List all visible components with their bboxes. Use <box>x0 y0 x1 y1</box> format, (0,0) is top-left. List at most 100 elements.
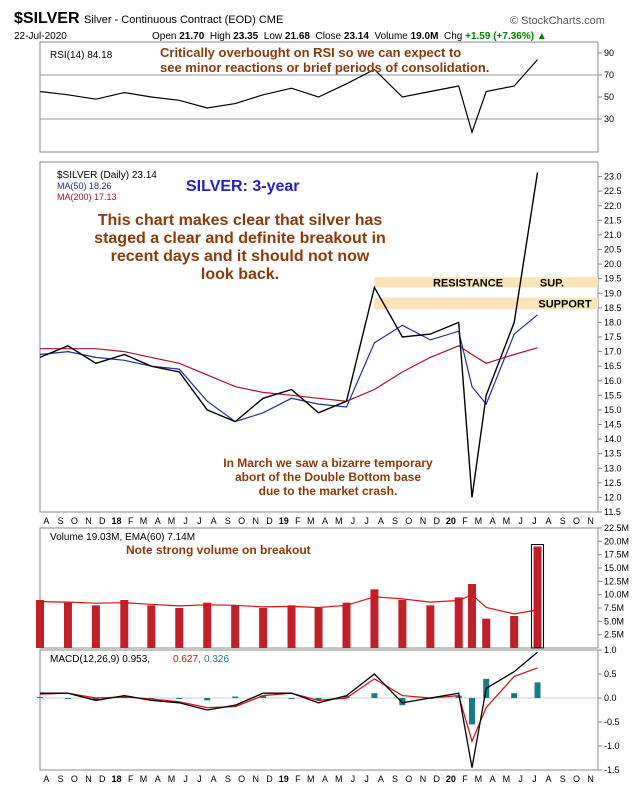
macd-signal-legend: 0.627, <box>173 654 201 665</box>
price-axis-month-label: A <box>155 516 161 526</box>
macd-tick-label: 0.0 <box>604 693 617 703</box>
price-axis-month-label: A <box>378 516 384 526</box>
price-annotation-1-line-3: recent days and it should not now <box>111 248 370 265</box>
price-axis-month-label: S <box>58 516 64 526</box>
macd-axis-month-label: S <box>225 774 231 784</box>
price-axis-month-label: N <box>420 516 427 526</box>
macd-axis-month-label: D <box>266 774 273 784</box>
price-axis-month-label: D <box>99 516 106 526</box>
price-axis-month-label: F <box>462 516 468 526</box>
price-chart-title: SILVER: 3-year <box>186 178 300 195</box>
volume-legend: Volume 19.03M, EMA(60) 7.14M <box>50 532 195 543</box>
macd-axis-month-label: 18 <box>111 774 121 784</box>
rsi-tick-label: 90 <box>604 48 614 58</box>
price-tick-label: 16.0 <box>604 376 622 386</box>
macd-panel: -1.5-1.0-0.50.00.51.0A S O N D 18 F M A M J J A S O N D 1… <box>37 645 620 784</box>
macd-axis-month-label: O <box>405 774 412 784</box>
macd-axis-month-label: N <box>587 774 594 784</box>
macd-tick-label: -1.5 <box>604 765 620 775</box>
price-tick-label: 21.5 <box>604 215 622 225</box>
macd-histogram-bar <box>371 693 378 698</box>
macd-histogram-bar <box>534 682 541 698</box>
macd-axis-month-label: M <box>475 774 483 784</box>
price-axis-month-label: J <box>532 516 537 526</box>
volume-bar <box>175 608 184 648</box>
volume-tick-label: 22.5M <box>604 523 629 533</box>
price-tick-label: 19.0 <box>604 288 622 298</box>
price-axis-month-label: A <box>322 516 328 526</box>
volume-panel: 2.5M 5.0M 7.5M 10.0M 12.5M 15.0M 17.5M 20.0M 22.… <box>36 523 629 649</box>
price-axis-month-label: O <box>573 516 580 526</box>
price-axis-month-label: N <box>253 516 260 526</box>
chg-label: Chg <box>443 31 463 42</box>
macd-histogram-bar <box>469 698 476 725</box>
macd-axis-month-label: D <box>433 774 440 784</box>
macd-tick-label: -0.5 <box>604 717 620 727</box>
price-axis-month-label: D <box>266 516 273 526</box>
macd-axis-month-label: A <box>155 774 161 784</box>
volume-bar <box>482 618 491 648</box>
close-label: Close <box>315 31 342 42</box>
macd-axis-month-label: A <box>546 774 552 784</box>
macd-axis-month-label: S <box>58 774 64 784</box>
price-axis-month-label: A <box>43 516 49 526</box>
volume-tick-label: 5.0M <box>604 616 624 626</box>
price-axis-month-label: N <box>587 516 594 526</box>
macd-axis-month-label: A <box>378 774 384 784</box>
price-axis-month-label: M <box>140 516 148 526</box>
volume-bar <box>203 602 212 648</box>
price-axis-month-label: J <box>364 516 369 526</box>
volume-bar <box>259 608 268 648</box>
macd-axis-month-label: M <box>140 774 148 784</box>
macd-histogram-bar <box>288 698 295 699</box>
volume-bar <box>510 616 519 648</box>
price-tick-label: 14.0 <box>604 434 622 444</box>
price-tick-label: 22.5 <box>604 186 622 196</box>
macd-histogram-bar <box>343 695 350 698</box>
price-tick-label: 15.5 <box>604 390 622 400</box>
low-label: Low <box>263 31 283 42</box>
macd-axis-month-label: M <box>335 774 343 784</box>
open-value: 21.70 <box>179 31 205 42</box>
macd-hist-legend: 0.326 <box>204 654 229 665</box>
price-tick-label: 17.5 <box>604 332 622 342</box>
volume-bar <box>91 605 100 648</box>
ohlc-readout: Open 21.70 High 23.35 Low 21.68 Close 23… <box>152 31 547 42</box>
macd-axis-month-label: J <box>518 774 523 784</box>
macd-axis-month-label: M <box>168 774 176 784</box>
macd-signal-line <box>39 667 538 743</box>
price-legend: $SILVER (Daily) 23.14 <box>57 170 157 181</box>
volume-bar <box>454 597 463 648</box>
price-tick-label: 23.0 <box>604 172 622 182</box>
price-axis-month-label: S <box>560 516 566 526</box>
macd-axis-month-label: O <box>573 774 580 784</box>
price-tick-label: 19.5 <box>604 274 622 284</box>
price-tick-label: 18.0 <box>604 317 622 327</box>
rsi-annotation-line-2: see minor reactions or brief periods of … <box>160 60 489 75</box>
price-tick-label: 14.5 <box>604 420 622 430</box>
price-axis-month-label: O <box>405 516 412 526</box>
support-band <box>374 297 598 310</box>
price-tick-label: 20.0 <box>604 259 622 269</box>
macd-axis-month-label: N <box>420 774 427 784</box>
volume-tick-label: 15.0M <box>604 563 629 573</box>
macd-axis-month-label: J <box>197 774 202 784</box>
price-tick-label: 12.0 <box>604 492 622 502</box>
volume-bar <box>147 605 156 648</box>
volume-tick-label: 2.5M <box>604 630 624 640</box>
price-annotation-2-line-2: abort of the Double Bottom base <box>235 470 421 484</box>
macd-histogram-bar <box>232 696 239 698</box>
volume-bar <box>231 605 240 648</box>
macd-axis-month-label: D <box>99 774 106 784</box>
price-annotation-2-line-3: due to the market crash. <box>259 484 398 498</box>
macd-axis-month-label: F <box>295 774 301 784</box>
volume-bar <box>468 584 477 648</box>
high-value: 23.35 <box>233 31 259 42</box>
ma50-legend: MA(50) 18.26 <box>57 181 112 191</box>
rsi-tick-label: 50 <box>604 92 614 102</box>
macd-axis-month-label: M <box>307 774 315 784</box>
price-axis-month-label: J <box>351 516 356 526</box>
macd-axis-month-label: J <box>183 774 188 784</box>
price-tick-label: 20.5 <box>604 245 622 255</box>
volume-tick-label: 10.0M <box>604 590 629 600</box>
